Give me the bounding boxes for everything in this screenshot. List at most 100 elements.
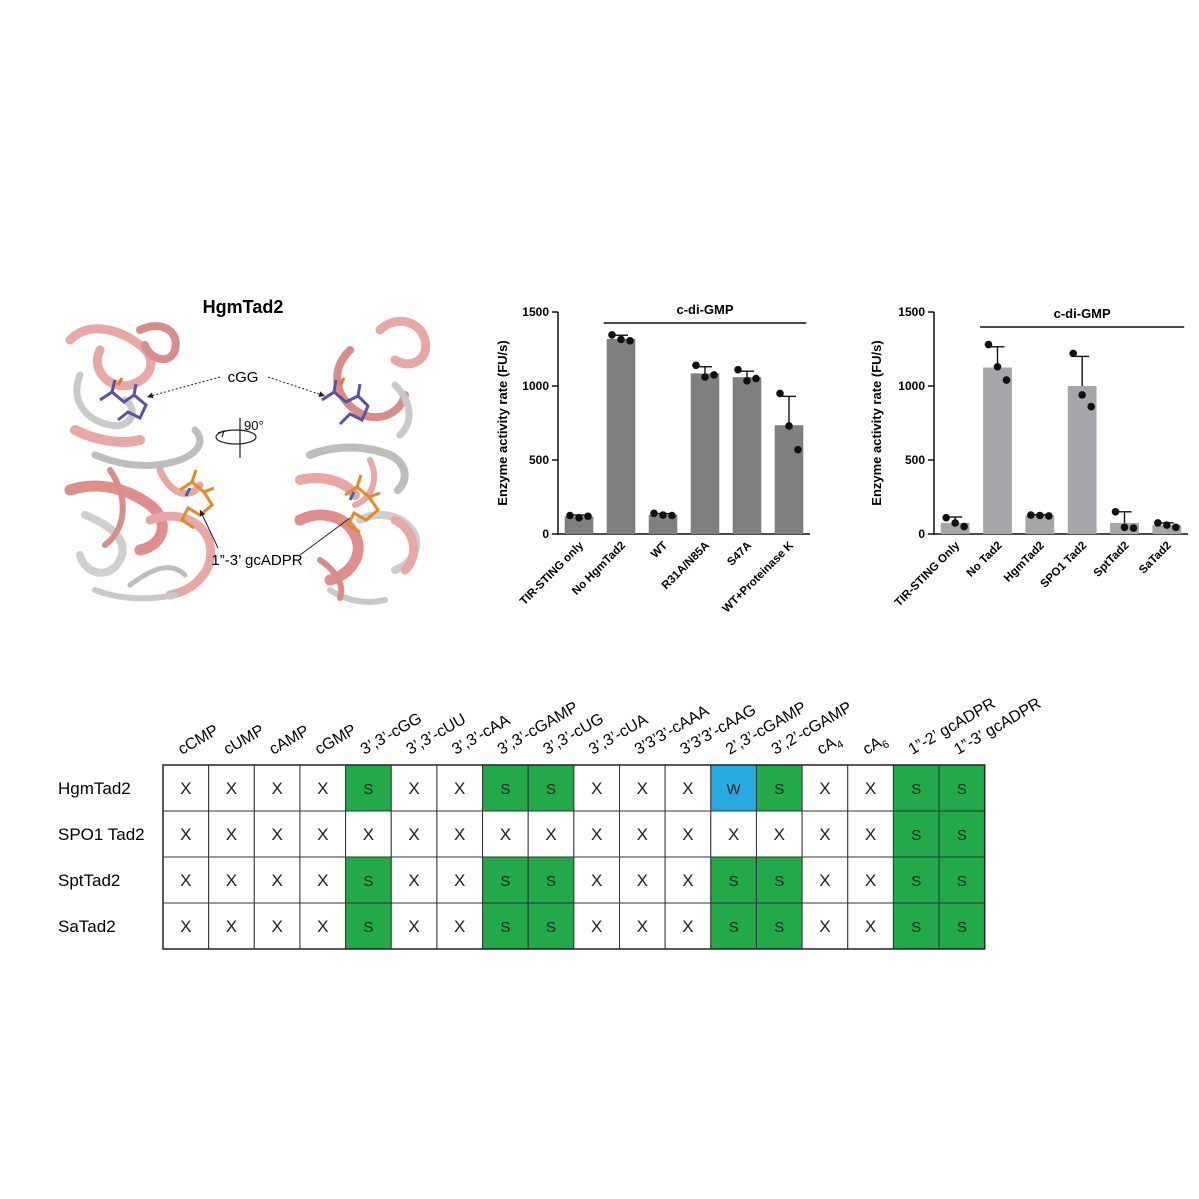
table-cell (436, 810, 484, 858)
chart1-data-point (608, 331, 616, 339)
table-cell (664, 902, 712, 950)
table-cell-value: X (637, 917, 648, 936)
left-ribbon-illustration (64, 322, 216, 602)
chart1-data-point (734, 365, 742, 374)
table-cell-value: X (408, 871, 419, 890)
table-cell (619, 856, 666, 904)
chart2-data-point (1163, 521, 1171, 529)
bar-chart-1: 0 500 1000 1500 Enzyme activity rate (FU/s) T… (495, 302, 810, 615)
chart2-data-point (951, 519, 959, 527)
table-row-label: SaTad2 (58, 917, 116, 936)
cgg-ligand-label: cGG (228, 369, 259, 386)
table-cell (710, 810, 757, 858)
table-cell-value: X (226, 917, 237, 936)
table-cell (710, 902, 757, 950)
table-cell-value: X (226, 825, 237, 844)
chart1-bar (606, 338, 636, 534)
chart1-bracket-label: c-di-GMP (676, 302, 733, 317)
chart1-category-label: S47A (725, 540, 754, 569)
table-cell (299, 856, 347, 904)
chart1-data-point (692, 361, 700, 370)
right-cgg-ligand (321, 377, 370, 426)
chart1-data-point (776, 389, 784, 398)
chart2-category-label: HgmTad2 (1002, 540, 1047, 585)
chart1-data-point (710, 371, 718, 379)
table-cell-value: X (408, 917, 419, 936)
chart2-bar (1067, 386, 1097, 534)
chart2-y-tick-label: 1000 (898, 379, 925, 393)
chart2-y-tick-label: 500 (905, 453, 925, 467)
chart2-category-label: TIR-STING Only (893, 539, 963, 609)
chart2-bar (1025, 515, 1055, 534)
table-cell-value: X (363, 825, 374, 844)
table-cell-value: X (819, 825, 830, 844)
left-gcadpr-ligand (179, 469, 215, 530)
cgg-arrow-right (267, 376, 326, 397)
chart2-data-point (960, 522, 968, 531)
right-ribbon-illustration (294, 316, 431, 605)
table-cell-value: S (911, 919, 921, 936)
table-cell (938, 856, 986, 904)
table-cell (710, 764, 757, 812)
table-cell (892, 810, 940, 858)
table-cell (801, 902, 849, 950)
table-cell (755, 902, 803, 950)
chart2-category-label: SaTad2 (1137, 540, 1174, 577)
chart2-bracket-label: c-di-GMP (1054, 306, 1111, 321)
table-cell (299, 810, 347, 858)
table-cell-value: X (591, 825, 602, 844)
chart2-y-tick-label: 0 (918, 527, 925, 541)
table-cell-value: X (408, 825, 419, 844)
table-cell-value: X (454, 825, 465, 844)
chart1-y-tick-label: 1500 (522, 305, 549, 319)
chart1-data-point (785, 422, 793, 430)
table-cell-value: S (363, 873, 373, 890)
table-cell (755, 764, 803, 812)
table-cell (619, 810, 666, 858)
chart1-bar (774, 425, 804, 534)
chart1-data-point (701, 373, 709, 381)
table-cell-value: X (454, 779, 465, 798)
table-cell-value: X (271, 917, 282, 936)
table-cell-value: S (957, 919, 967, 936)
table-cell-value: X (454, 917, 465, 936)
gcadpr-ligand-label: 1”-3’ gcADPR (211, 552, 302, 569)
gcadpr-arrow-left (199, 509, 219, 549)
table-cell-value: X (682, 871, 693, 890)
chart2-bar (940, 522, 970, 534)
table-cell-value: X (180, 917, 191, 936)
table-border (162, 764, 986, 950)
chart2-data-point (1120, 523, 1129, 532)
table-column-header: cCMP (175, 722, 221, 759)
cgg-arrow-left (146, 376, 221, 399)
table-cell (253, 902, 301, 950)
chart2-data-point (1154, 519, 1162, 527)
table-cell-value: X (317, 917, 328, 936)
chart2-bar (1152, 525, 1182, 534)
chart1-y-tick-label: 0 (542, 527, 549, 541)
table-cell-value: S (729, 873, 739, 890)
table-cell-value: X (180, 825, 191, 844)
chart1-bar (648, 514, 678, 534)
table-cell (573, 902, 620, 950)
chart1-category-label: WT+Proteinase K (721, 539, 797, 615)
chart2-data-point (942, 513, 950, 522)
table-cell (527, 810, 575, 858)
table-cell (847, 810, 894, 858)
table-row-label: SptTad2 (58, 871, 120, 890)
table-cell (299, 764, 347, 812)
table-cell-value: X (682, 779, 693, 798)
table-cell-value: S (911, 827, 921, 844)
protein-structure-panel: HgmTad2 (64, 297, 431, 605)
table-cell-value: X (865, 825, 876, 844)
table-cell-value: X (408, 779, 419, 798)
table-cell (253, 856, 301, 904)
table-cell-value: S (500, 781, 510, 798)
chart1-category-label: TIR-STING only (518, 539, 587, 608)
table-cell-value: X (637, 871, 648, 890)
structure-title: HgmTad2 (203, 297, 284, 317)
chart2-data-point (993, 362, 1002, 371)
table-cell-value: S (911, 873, 921, 890)
chart1-category-label: WT (649, 540, 670, 561)
table-cell (892, 856, 940, 904)
